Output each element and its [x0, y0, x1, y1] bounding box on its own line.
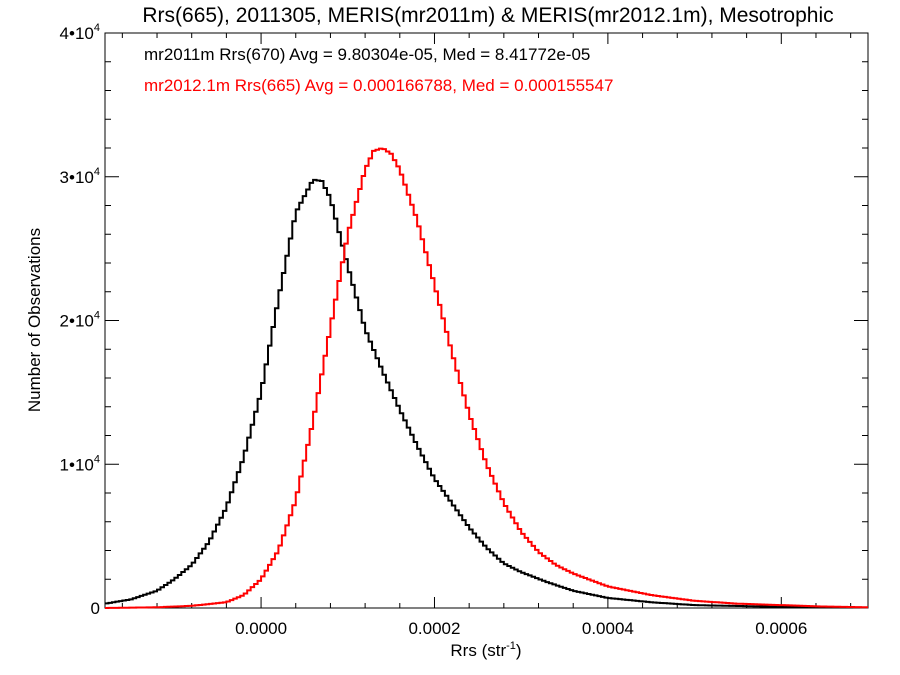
x-tick-label: 0.0006	[755, 619, 807, 638]
x-tick-label: 0.0002	[408, 619, 460, 638]
series-layer	[105, 147, 868, 609]
legend-entry-mr2011m: mr2011m Rrs(670) Avg = 9.80304e-05, Med …	[144, 45, 590, 64]
y-tick-label: 4•104	[60, 22, 100, 43]
y-tick-mantissa: 3•10	[60, 168, 94, 187]
x-axis-label-base: Rrs (str	[450, 641, 506, 660]
y-tick-label: 1•104	[60, 453, 100, 474]
chart-title: Rrs(665), 2011305, MERIS(mr2011m) & MERI…	[142, 4, 833, 27]
y-tick-exponent: 4	[94, 453, 100, 465]
y-axis-label: Number of Observations	[25, 228, 44, 412]
x-tick-label: 0.0004	[582, 619, 634, 638]
y-tick-exponent: 4	[94, 310, 100, 322]
x-axis-label-end: )	[516, 641, 522, 660]
y-tick-mantissa: 1•10	[60, 455, 94, 474]
y-tick-label: 3•104	[60, 166, 100, 187]
y-tick-exponent: 4	[94, 22, 100, 34]
series-line-0	[105, 178, 868, 609]
y-tick-mantissa: 4•10	[60, 24, 94, 43]
y-tick-mantissa: 2•10	[60, 312, 94, 331]
x-axis-label-exponent: -1	[506, 640, 516, 652]
y-tick-label: 2•104	[60, 310, 100, 331]
y-tick-exponent: 4	[94, 166, 100, 178]
x-tick-label: 0.0000	[235, 619, 287, 638]
series-line-1	[105, 147, 868, 609]
y-tick-label: 0	[91, 599, 100, 618]
legend-entry-mr2012-1m: mr2012.1m Rrs(665) Avg = 0.000166788, Me…	[144, 76, 613, 95]
legend: mr2011m Rrs(670) Avg = 9.80304e-05, Med …	[144, 45, 613, 95]
x-axis-label: Rrs (str-1)	[450, 640, 521, 660]
